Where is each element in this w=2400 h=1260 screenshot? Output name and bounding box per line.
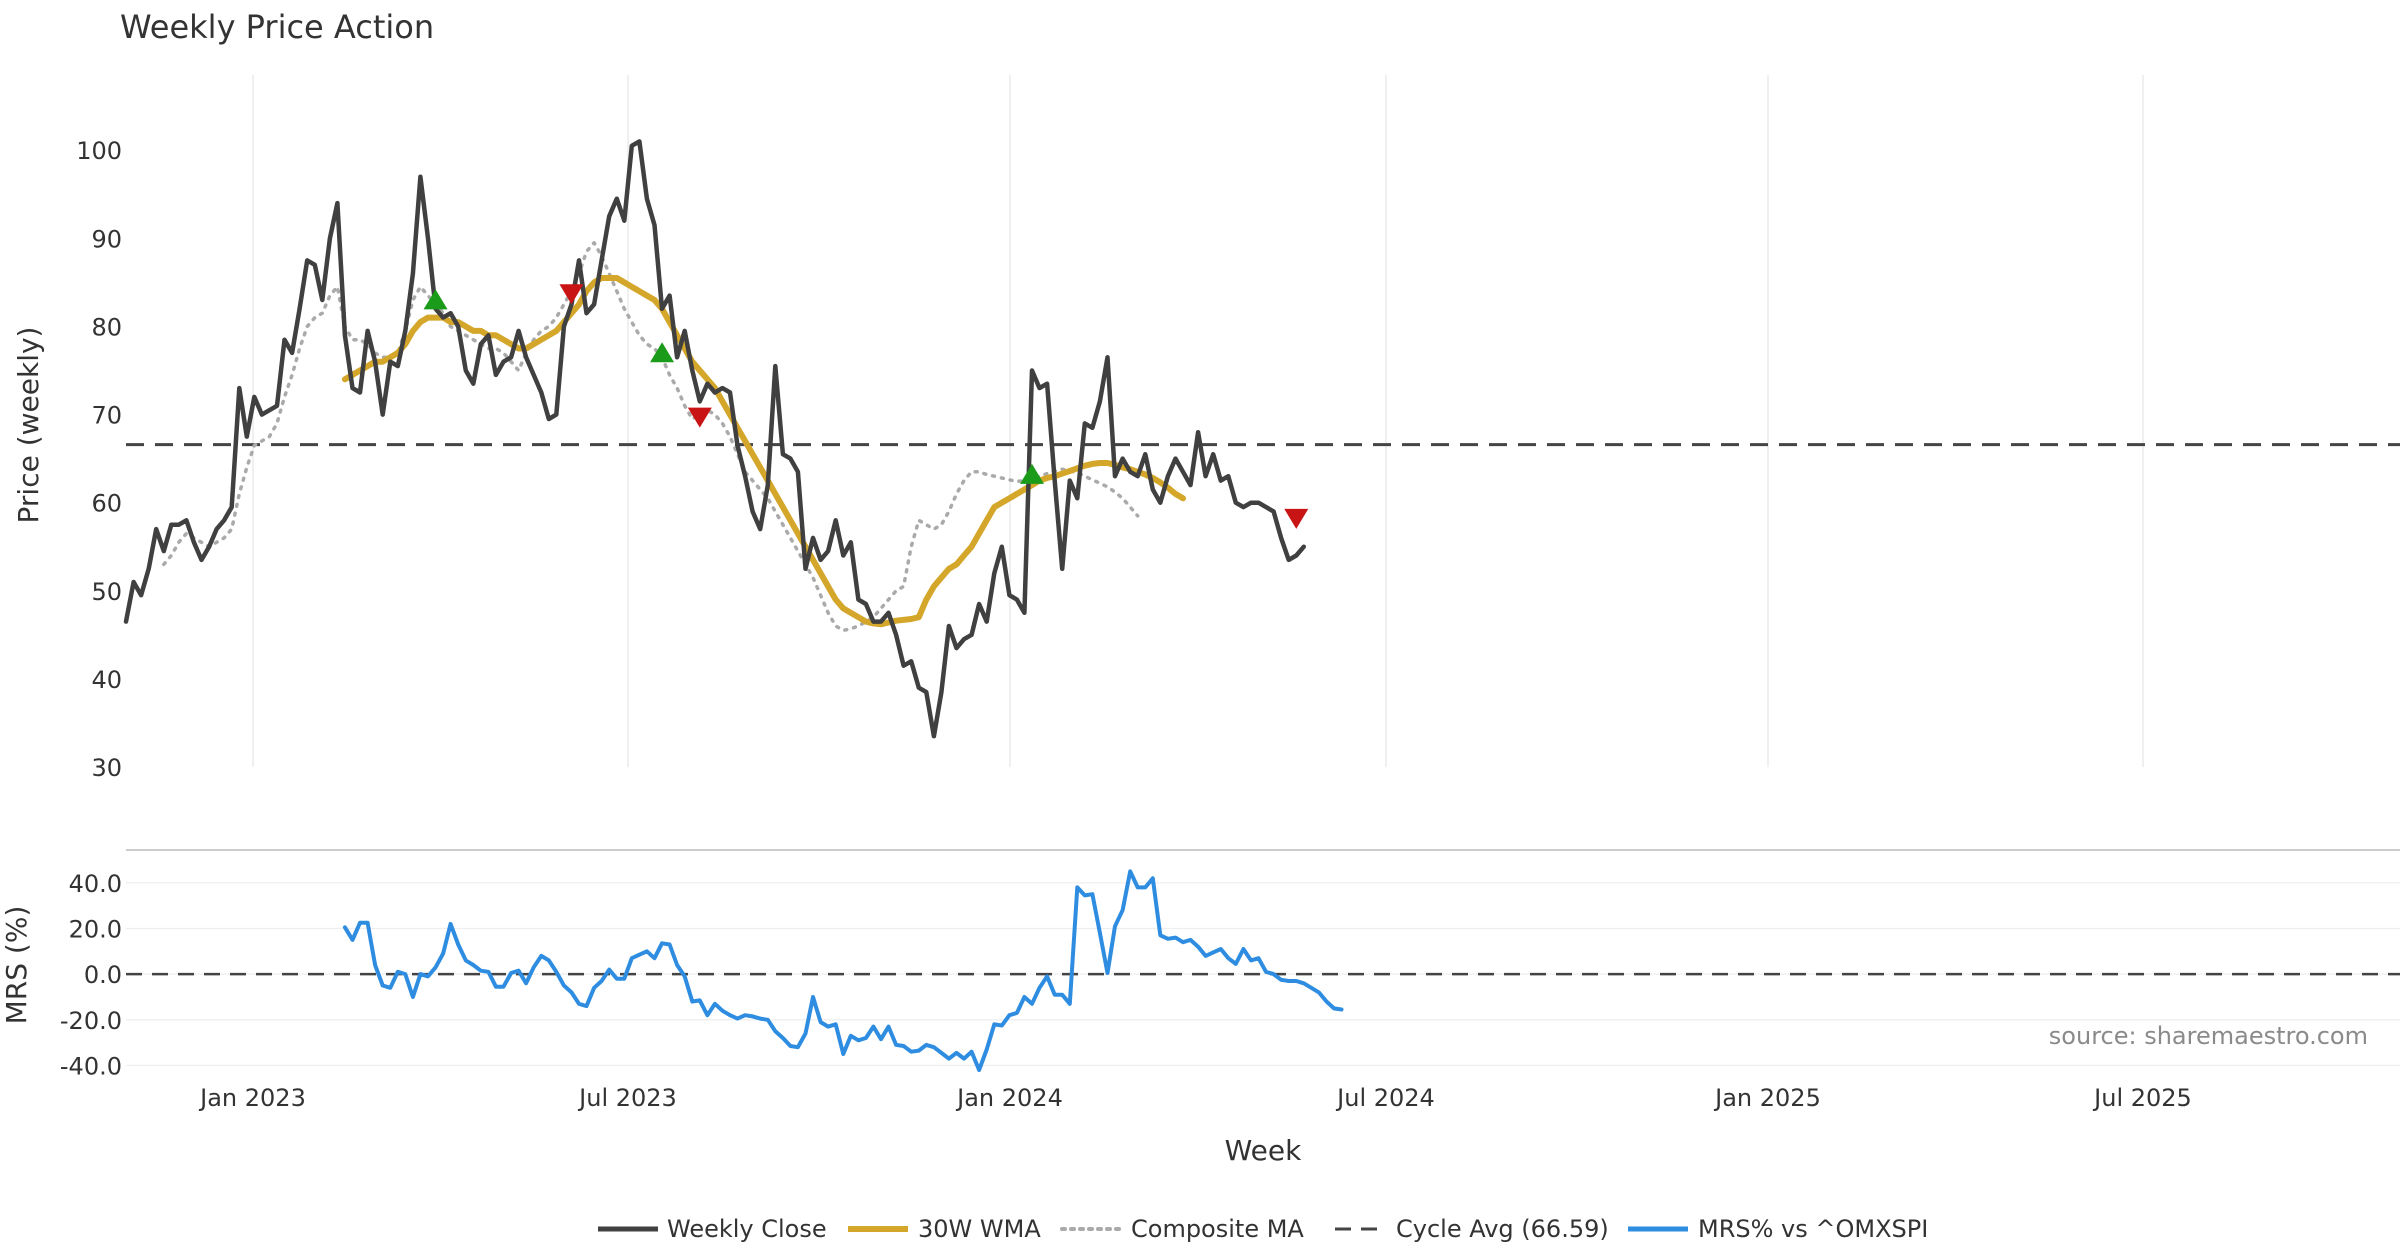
sell-signal-marker <box>687 407 712 428</box>
legend: Weekly Close 30W WMA Composite MA Cycle … <box>598 1215 1928 1243</box>
buy-signal-marker <box>423 289 448 310</box>
legend-label-weekly-close: Weekly Close <box>667 1215 827 1243</box>
x-axis-label: Week <box>1225 1134 1302 1167</box>
price-y-tick-label: 100 <box>76 137 122 165</box>
price-y-tick-label: 80 <box>91 313 122 341</box>
mrs-y-axis-label: MRS (%) <box>0 906 33 1025</box>
sell-signal-marker <box>559 284 584 305</box>
weekly-close-line <box>123 139 1307 739</box>
legend-item-composite-ma: Composite MA <box>1060 1215 1304 1243</box>
x-tick-label: Jul 2025 <box>2092 1084 2192 1112</box>
legend-item-mrs: MRS% vs ^OMXSPI <box>1628 1215 1928 1243</box>
legend-item-30w-wma: 30W WMA <box>848 1215 1041 1243</box>
mrs-y-tick-label: 0.0 <box>84 961 122 989</box>
legend-label-mrs: MRS% vs ^OMXSPI <box>1698 1215 1928 1243</box>
signal-markers <box>423 284 1309 529</box>
mrs-y-tick-label: -40.0 <box>60 1052 122 1080</box>
chart-title: Weekly Price Action <box>120 8 434 46</box>
mrs-y-tick-label: 20.0 <box>69 915 122 943</box>
price-y-tick-label: 50 <box>91 578 122 606</box>
buy-signal-marker <box>650 342 675 363</box>
sell-signal-marker <box>1284 508 1309 529</box>
price-y-tick-label: 90 <box>91 225 122 253</box>
x-tick-label: Jul 2024 <box>1335 1084 1435 1112</box>
legend-label-30w-wma: 30W WMA <box>918 1215 1041 1243</box>
price-y-axis-label: Price (weekly) <box>12 327 45 524</box>
x-tick-label: Jan 2023 <box>198 1084 306 1112</box>
price-y-tick-label: 60 <box>91 490 122 518</box>
price-y-tick-label: 30 <box>91 754 122 782</box>
reference-lines <box>126 443 2400 976</box>
grid-layer <box>126 75 2400 1067</box>
axis-tick-labels: Jan 2023 Jul 2023 Jan 2024 Jul 2024 Jan 2025… <box>60 137 2192 1112</box>
legend-label-composite-ma: Composite MA <box>1131 1215 1304 1243</box>
mrs-y-tick-label: 40.0 <box>69 870 122 898</box>
mrs-y-tick-label: -20.0 <box>60 1007 122 1035</box>
legend-label-cycle-avg: Cycle Avg (66.59) <box>1396 1215 1609 1243</box>
source-note: source: sharemaestro.com <box>2049 1022 2368 1050</box>
mrs-line <box>342 869 1344 1072</box>
x-tick-label: Jan 2025 <box>1713 1084 1821 1112</box>
series-lines <box>123 139 1344 1072</box>
price-y-tick-label: 70 <box>91 402 122 430</box>
legend-item-cycle-avg: Cycle Avg (66.59) <box>1335 1215 1609 1243</box>
composite-ma-line <box>162 241 1140 633</box>
wma-30w-line <box>341 275 1186 628</box>
x-tick-label: Jul 2023 <box>577 1084 677 1112</box>
x-tick-label: Jan 2024 <box>955 1084 1063 1112</box>
price-y-tick-label: 40 <box>91 666 122 694</box>
legend-item-weekly-close: Weekly Close <box>598 1215 827 1243</box>
buy-signal-marker <box>1020 463 1044 484</box>
